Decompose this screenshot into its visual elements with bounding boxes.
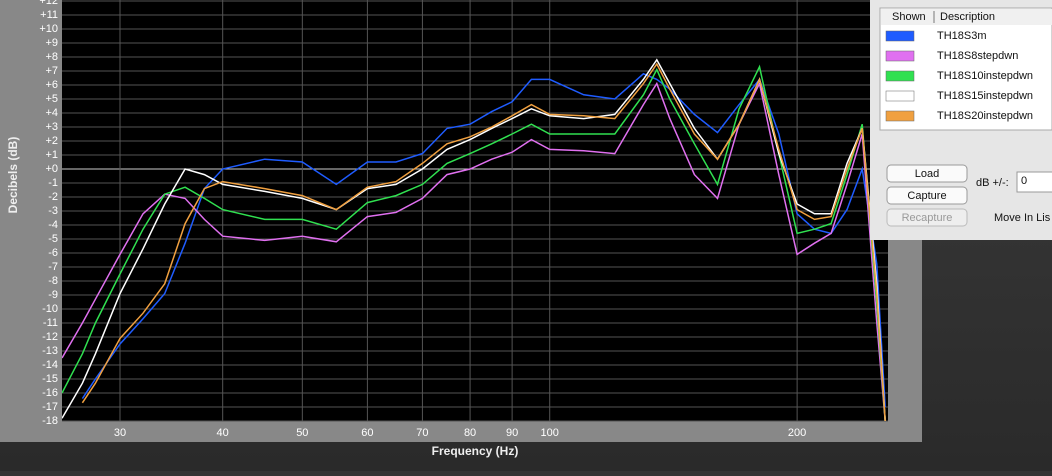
y-tick-label: +2 — [45, 135, 58, 147]
button-label: Recapture — [902, 212, 953, 224]
y-tick-label: -5 — [48, 233, 58, 245]
x-tick-label: 60 — [361, 427, 373, 439]
legend-swatch — [885, 70, 915, 82]
y-tick-label: -9 — [48, 289, 58, 301]
y-tick-label: -13 — [42, 345, 58, 357]
button-label[interactable]: Load — [915, 168, 939, 180]
db-label: dB +/-: — [976, 177, 1009, 189]
y-tick-label: +7 — [45, 65, 58, 77]
list-box — [879, 7, 1052, 131]
y-tick-label: +6 — [45, 79, 58, 91]
y-tick-label: -10 — [42, 303, 58, 315]
series-line — [81, 62, 886, 421]
y-tick-label: -16 — [42, 387, 58, 399]
y-tick-label: -12 — [42, 331, 58, 343]
x-tick-label: 80 — [464, 427, 476, 439]
legend-swatch — [885, 90, 915, 102]
y-axis-label: Decibels (dB) — [6, 137, 20, 214]
x-tick-label: 50 — [296, 427, 308, 439]
y-tick-label: -2 — [48, 191, 58, 203]
x-tick-label: 70 — [416, 427, 428, 439]
legend-swatch — [885, 50, 915, 62]
legend-label: TH18S20instepdwn — [937, 110, 1033, 122]
y-tick-label: -15 — [42, 373, 58, 385]
load-button[interactable] — [886, 164, 968, 183]
control-panel: Shown Description TH18S3m TH18S8stepdwn TH… — [870, 0, 1052, 240]
x-axis-label: Frequency (Hz) — [432, 444, 519, 458]
y-tick-label: +8 — [45, 51, 58, 63]
column-header: Shown — [892, 11, 926, 23]
legend-label: TH18S15instepdwn — [937, 90, 1033, 102]
legend-label: TH18S10instepdwn — [937, 70, 1033, 82]
y-tick-label: -11 — [43, 317, 58, 329]
series-line — [62, 81, 886, 421]
legend-swatch — [885, 110, 915, 122]
y-tick-label: -6 — [48, 247, 58, 259]
recapture-button — [886, 208, 968, 227]
column-header: Description — [940, 11, 995, 23]
y-tick-label: -4 — [48, 219, 58, 231]
y-tick-label: +10 — [39, 23, 58, 35]
x-tick-label: 90 — [506, 427, 518, 439]
legend-swatch — [885, 30, 915, 42]
x-tick-label: 200 — [788, 427, 806, 439]
series-line — [62, 64, 886, 421]
y-tick-label: +4 — [45, 107, 58, 119]
y-tick-label: +3 — [45, 121, 58, 133]
y-tick-label: +12 — [39, 0, 58, 7]
y-tick-label: +1 — [45, 149, 58, 161]
y-tick-label: -1 — [48, 177, 58, 189]
y-tick-label: -17 — [42, 401, 58, 413]
db-value[interactable]: 0 — [1021, 175, 1027, 187]
capture-button[interactable] — [886, 186, 968, 205]
y-tick-label: +5 — [45, 93, 58, 105]
x-tick-label: 30 — [114, 427, 126, 439]
legend-label: TH18S3m — [937, 30, 987, 42]
y-tick-label: +9 — [45, 37, 58, 49]
x-tick-label: 40 — [217, 427, 229, 439]
y-tick-label: -8 — [48, 275, 58, 287]
series-line — [62, 58, 886, 421]
y-tick-label: +11 — [40, 9, 58, 21]
y-tick-label: -14 — [42, 359, 58, 371]
y-tick-label: -3 — [48, 205, 58, 217]
y-tick-label: -18 — [42, 415, 58, 427]
y-tick-label: -7 — [48, 261, 58, 273]
db-input[interactable] — [1016, 171, 1052, 193]
y-tick-label: +0 — [45, 163, 58, 175]
list-header — [881, 9, 1052, 25]
button-label[interactable]: Capture — [907, 190, 946, 202]
x-tick-label: 100 — [541, 427, 559, 439]
legend-label: TH18S8stepdwn — [937, 50, 1018, 62]
move-label: Move In Lis — [994, 212, 1051, 224]
